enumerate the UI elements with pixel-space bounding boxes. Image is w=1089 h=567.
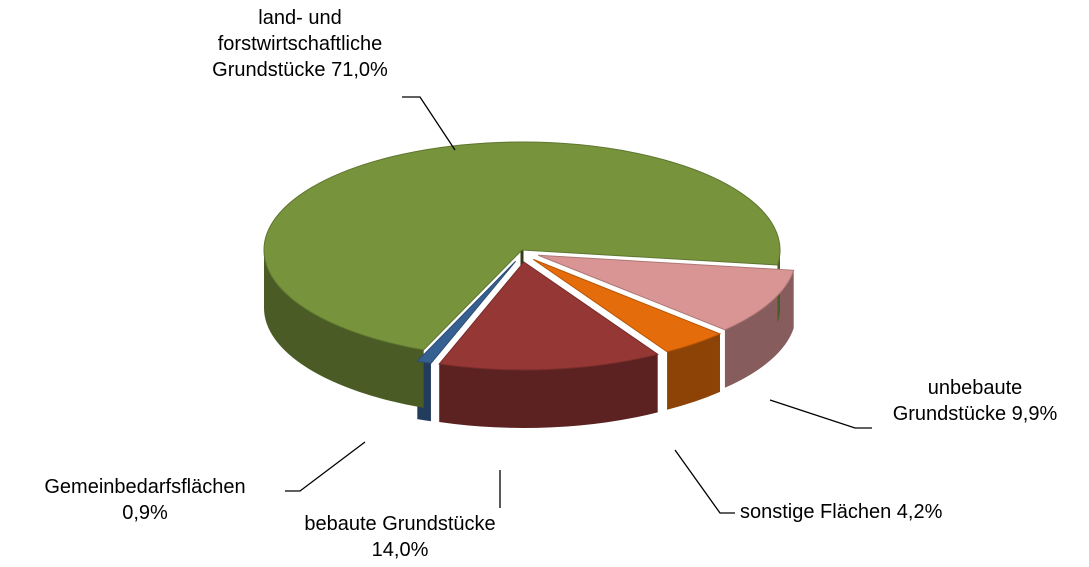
slice-top — [538, 254, 795, 331]
slice-top — [416, 260, 516, 364]
leader-line — [674, 449, 735, 514]
category: land- und forstwirtschaftliche Grundstüc… — [212, 7, 383, 81]
slice-side — [724, 270, 794, 388]
value-label: 0,9% — [122, 502, 168, 524]
leader-line — [402, 96, 456, 151]
leader-line — [769, 399, 872, 429]
slice-label: sonstige Flächen 4,2% — [740, 499, 942, 525]
slice-side — [439, 354, 658, 428]
slice-top — [438, 261, 659, 371]
value-label: 4,2% — [896, 501, 943, 523]
slice-label: unbebaute Grundstücke 9,9% — [875, 375, 1075, 427]
value-label: 9,9% — [1011, 403, 1058, 425]
slice-label: bebaute Grundstücke 14,0% — [285, 511, 515, 563]
category: sonstige Flächen — [740, 501, 892, 523]
slice-side — [264, 250, 424, 408]
slice-label: Gemeinbedarfsflächen 0,9% — [25, 474, 265, 526]
category: bebaute Grundstücke — [304, 513, 496, 535]
leader-line — [285, 441, 366, 492]
category: Gemeinbedarfsflächen — [44, 476, 246, 498]
category: unbebaute Grundstücke — [892, 377, 1023, 425]
slice-label: land- und forstwirtschaftliche Grundstüc… — [180, 5, 420, 83]
value-label: 71,0% — [331, 59, 388, 81]
value-label: 14,0% — [371, 539, 429, 561]
slice-top — [263, 141, 781, 351]
slice-side — [667, 333, 720, 410]
slice-top — [532, 258, 722, 353]
